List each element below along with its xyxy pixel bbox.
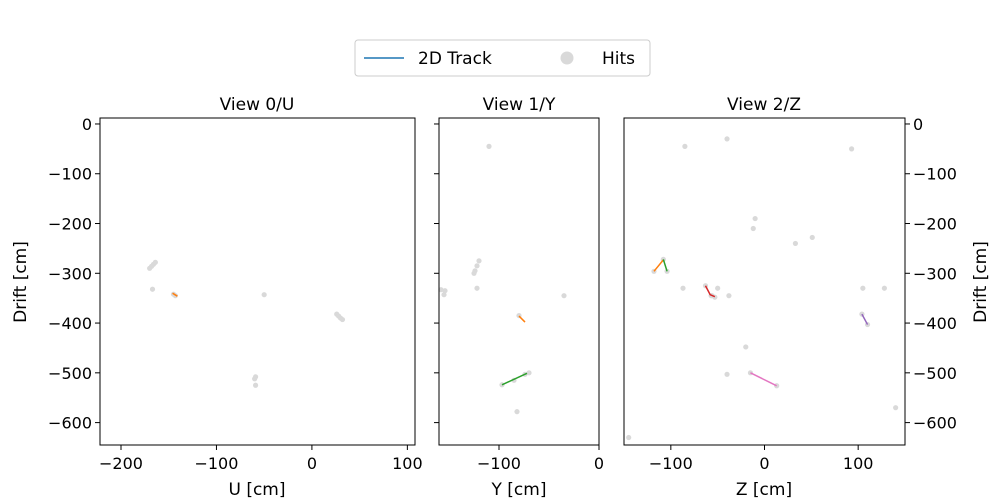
- y-axis-label: Drift [cm]: [971, 241, 991, 323]
- x-tick-label: 100: [392, 454, 423, 473]
- plot-frame: [438, 117, 600, 446]
- y-ticks: 0 −100 −200 −300 −400 −500 −600: [905, 115, 957, 433]
- legend-hits-label: Hits: [602, 49, 635, 69]
- x-tick-label: 0: [759, 454, 769, 473]
- hit-point: [792, 240, 799, 247]
- hit-point: [626, 434, 632, 441]
- x-ticks: −100 0: [477, 445, 604, 473]
- panel-view-1-y: View 1/Y −100 0 Y [cm]: [434, 95, 604, 500]
- hit-point: [849, 146, 855, 152]
- plot-frame: [99, 117, 416, 446]
- hit-point: [715, 285, 721, 291]
- hit-point: [339, 316, 346, 323]
- hit-point: [438, 287, 444, 293]
- y-tick-label: −500: [48, 364, 92, 383]
- hit-point: [252, 376, 258, 382]
- panel-marks: [626, 136, 899, 441]
- x-axis-label: U [cm]: [228, 480, 285, 500]
- hit-point: [809, 234, 815, 241]
- y-tick-label: 0: [913, 115, 923, 134]
- hit-point: [442, 288, 448, 294]
- legend-hits-swatch: [560, 51, 574, 65]
- x-tick-label: 0: [307, 454, 317, 473]
- y-tick-label: −100: [913, 165, 957, 184]
- x-ticks: −200 −100 0 100: [99, 445, 423, 473]
- x-tick-label: 100: [843, 454, 874, 473]
- hit-point: [682, 143, 688, 149]
- y-tick-label: −500: [913, 364, 957, 383]
- x-axis-label: Z [cm]: [736, 480, 792, 500]
- y-tick-label: −200: [913, 215, 957, 234]
- x-tick-label: −100: [194, 454, 238, 473]
- panel-marks: [147, 259, 346, 388]
- y-axis-label: Drift [cm]: [11, 241, 31, 323]
- track-line: [518, 315, 526, 323]
- hit-point: [680, 285, 686, 291]
- hit-point: [726, 293, 732, 299]
- x-tick-label: −100: [477, 454, 521, 473]
- legend-frame: [354, 39, 651, 77]
- track-line: [704, 285, 716, 298]
- hit-point: [774, 383, 780, 389]
- panel-view-0-u: View 0/U −200 −100 0 100 0 −100 −200 −300 −400 −…: [11, 95, 423, 500]
- hit-point: [860, 285, 866, 291]
- hit-point: [893, 405, 899, 411]
- track-line: [750, 372, 778, 387]
- hit-point: [724, 371, 730, 377]
- track-line: [662, 259, 668, 272]
- hit-point: [486, 143, 492, 149]
- track-line: [172, 292, 178, 297]
- x-tick-label: 0: [594, 454, 604, 473]
- hit-point: [474, 263, 480, 269]
- y-ticks: 0 −100 −200 −300 −400 −500 −600: [48, 115, 100, 433]
- hit-point: [474, 285, 480, 291]
- hit-point: [471, 270, 477, 276]
- hit-point: [252, 382, 259, 388]
- hit-point: [724, 136, 730, 142]
- hit-point: [441, 292, 447, 298]
- x-tick-label: −100: [649, 454, 693, 473]
- y-tick-label: −600: [913, 414, 957, 433]
- y-tick-label: −300: [913, 264, 957, 283]
- hit-point: [752, 215, 758, 222]
- x-axis-label: Y [cm]: [491, 480, 547, 500]
- legend-track-label: 2D Track: [418, 49, 492, 69]
- y-tick-label: −100: [48, 165, 92, 184]
- x-ticks: −100 0 100: [649, 445, 874, 473]
- hit-point: [514, 409, 520, 415]
- panel-view-2-z: View 2/Z −100 0 100 0 −100 −200 −300 −400 −500 −…: [623, 95, 991, 500]
- y-tick-label: −600: [48, 414, 92, 433]
- plot-frame: [623, 117, 906, 446]
- panel-title: View 1/Y: [483, 95, 556, 115]
- track-line: [861, 313, 869, 325]
- y-tick-label: −400: [913, 314, 957, 333]
- track-line: [653, 259, 664, 272]
- hit-point: [261, 292, 267, 298]
- y-tick-label: −400: [48, 314, 92, 333]
- y-ticks: [434, 123, 439, 424]
- hit-point: [881, 285, 887, 291]
- panel-title: View 2/Z: [727, 95, 801, 115]
- y-tick-label: −300: [48, 264, 92, 283]
- hit-point: [750, 225, 756, 232]
- panel-title: View 0/U: [220, 95, 295, 115]
- x-tick-label: −200: [99, 454, 143, 473]
- hit-point: [152, 259, 158, 265]
- hit-point: [743, 344, 749, 350]
- hit-point: [149, 286, 156, 292]
- panel-marks: [438, 143, 567, 415]
- hit-point: [561, 293, 567, 299]
- y-tick-label: 0: [82, 115, 92, 134]
- legend: 2D Track Hits: [354, 39, 651, 77]
- track-line: [501, 372, 528, 386]
- hit-point: [526, 370, 532, 376]
- y-tick-label: −200: [48, 215, 92, 234]
- hit-point: [476, 258, 482, 264]
